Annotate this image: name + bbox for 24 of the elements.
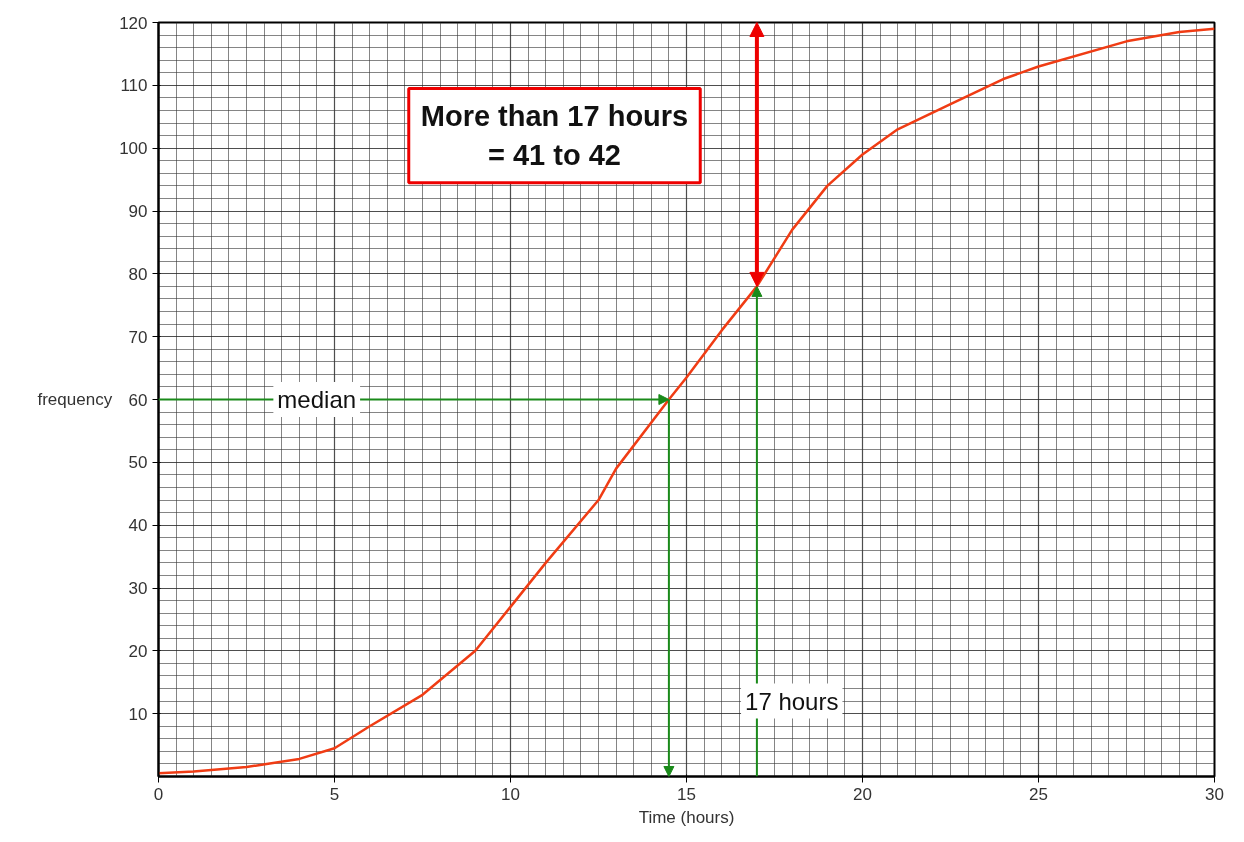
y-tick-label: 10 <box>128 704 148 724</box>
x-tick-label: 5 <box>329 784 340 804</box>
x-tick-label: 0 <box>153 784 164 804</box>
x-tick-label: 10 <box>501 784 520 804</box>
y-tick-label: 20 <box>128 641 148 661</box>
y-tick-label: 90 <box>128 202 148 221</box>
y-tick-label: 120 <box>119 13 148 33</box>
ref-line-label: median <box>277 386 357 413</box>
ref-line-label: 17 hours <box>745 687 839 715</box>
y-axis-title: frequency <box>37 390 113 409</box>
annotation: More than 17 hours = 41 to 42 <box>420 100 689 171</box>
y-tick-label: 80 <box>128 264 148 284</box>
y-tick-label: 70 <box>128 327 148 347</box>
x-tick-label: 30 <box>1205 784 1224 804</box>
y-tick-label: 60 <box>128 390 148 410</box>
y-tick-label: 50 <box>128 453 148 473</box>
x-tick-label: 15 <box>677 784 696 804</box>
y-tick-label: 40 <box>128 516 148 536</box>
y-tick-label: 30 <box>128 579 148 598</box>
x-axis-title: Time (hours) <box>638 807 735 827</box>
y-tick-label: 110 <box>120 76 148 96</box>
x-tick-label: 25 <box>1029 784 1048 804</box>
y-tick-label: 100 <box>119 139 148 159</box>
x-tick-label: 20 <box>853 784 872 804</box>
